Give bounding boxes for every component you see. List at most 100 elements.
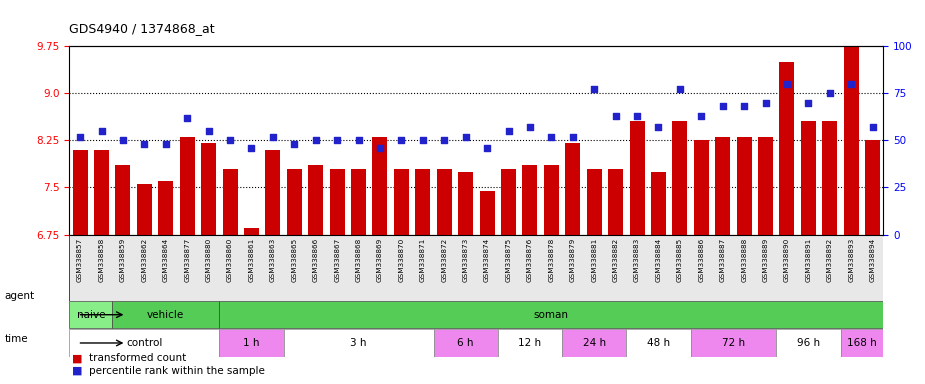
Text: 1 h: 1 h	[243, 338, 260, 348]
Text: soman: soman	[534, 310, 569, 320]
Bar	[780, 62, 795, 235]
Point	[437, 137, 451, 143]
Bar	[265, 150, 280, 235]
Text: GSM338867: GSM338867	[334, 238, 340, 282]
Text: control: control	[126, 338, 163, 348]
Text: 3 h: 3 h	[351, 338, 367, 348]
Point	[715, 103, 730, 109]
Point	[609, 113, 623, 119]
Point	[480, 145, 495, 151]
Text: GSM338870: GSM338870	[399, 238, 404, 282]
Text: GSM338860: GSM338860	[227, 238, 233, 282]
Bar	[72, 150, 88, 235]
Text: 96 h: 96 h	[796, 338, 820, 348]
Text: vehicle: vehicle	[147, 310, 184, 320]
Text: GSM338885: GSM338885	[677, 238, 683, 282]
Bar	[844, 46, 858, 235]
Bar	[137, 184, 152, 235]
Bar	[758, 137, 773, 235]
Bar	[94, 150, 109, 235]
Point	[265, 134, 280, 140]
Point	[651, 124, 666, 130]
Point	[329, 137, 344, 143]
Bar	[458, 172, 474, 235]
Bar	[691, 329, 776, 357]
Point	[865, 124, 880, 130]
Text: GSM338880: GSM338880	[205, 238, 212, 282]
Point	[565, 134, 580, 140]
Bar	[287, 169, 302, 235]
Bar	[565, 144, 580, 235]
Point	[523, 124, 537, 130]
Point	[586, 86, 601, 93]
Text: GSM338863: GSM338863	[270, 238, 276, 282]
Text: GSM338876: GSM338876	[527, 238, 533, 282]
Text: GSM338883: GSM338883	[634, 238, 640, 282]
Text: GSM338875: GSM338875	[505, 238, 512, 282]
Bar	[308, 166, 323, 235]
Text: GSM338868: GSM338868	[355, 238, 362, 282]
Bar	[179, 137, 194, 235]
Text: GSM338878: GSM338878	[549, 238, 554, 282]
Text: GSM338881: GSM338881	[591, 238, 598, 282]
Point	[223, 137, 238, 143]
Point	[672, 86, 687, 93]
Bar	[116, 166, 130, 235]
Text: 6 h: 6 h	[458, 338, 474, 348]
Point	[822, 90, 837, 96]
Point	[94, 128, 109, 134]
Bar	[352, 169, 366, 235]
Point	[694, 113, 709, 119]
Text: ■: ■	[72, 366, 82, 376]
Bar	[841, 329, 883, 357]
Bar	[434, 329, 498, 357]
Point	[758, 99, 773, 106]
Text: GSM338866: GSM338866	[313, 238, 319, 282]
Text: GSM338869: GSM338869	[377, 238, 383, 282]
Bar	[223, 169, 238, 235]
Text: 12 h: 12 h	[518, 338, 541, 348]
Point	[801, 99, 816, 106]
Bar	[736, 137, 752, 235]
Text: 24 h: 24 h	[583, 338, 606, 348]
Text: time: time	[5, 334, 29, 344]
Bar	[694, 140, 709, 235]
Point	[630, 113, 645, 119]
Bar	[201, 144, 216, 235]
Bar	[501, 169, 516, 235]
Text: 168 h: 168 h	[847, 338, 877, 348]
Bar	[651, 172, 666, 235]
Bar	[801, 121, 816, 235]
Point	[287, 141, 302, 147]
Text: GSM338891: GSM338891	[806, 238, 811, 282]
Text: GSM338877: GSM338877	[184, 238, 191, 282]
Bar	[329, 169, 345, 235]
Text: ■: ■	[72, 353, 82, 363]
Bar	[284, 329, 434, 357]
Bar	[219, 301, 883, 328]
Bar	[498, 329, 562, 357]
Point	[394, 137, 409, 143]
Bar	[608, 169, 623, 235]
Text: GSM338862: GSM338862	[142, 238, 147, 282]
Bar	[112, 301, 219, 328]
Text: GSM338873: GSM338873	[462, 238, 469, 282]
Point	[308, 137, 323, 143]
Point	[780, 81, 795, 87]
Point	[501, 128, 516, 134]
Text: 48 h: 48 h	[647, 338, 670, 348]
Point	[137, 141, 152, 147]
Bar	[586, 169, 601, 235]
Text: GSM338861: GSM338861	[249, 238, 254, 282]
Bar	[219, 329, 284, 357]
Text: GSM338857: GSM338857	[77, 238, 83, 282]
Text: GSM338884: GSM338884	[656, 238, 661, 282]
Bar	[822, 121, 837, 235]
Bar	[373, 137, 388, 235]
Bar	[69, 301, 112, 328]
Text: percentile rank within the sample: percentile rank within the sample	[89, 366, 265, 376]
Text: GSM338888: GSM338888	[741, 238, 747, 282]
Point	[736, 103, 751, 109]
Text: GSM338874: GSM338874	[484, 238, 490, 282]
Text: GSM338886: GSM338886	[698, 238, 704, 282]
